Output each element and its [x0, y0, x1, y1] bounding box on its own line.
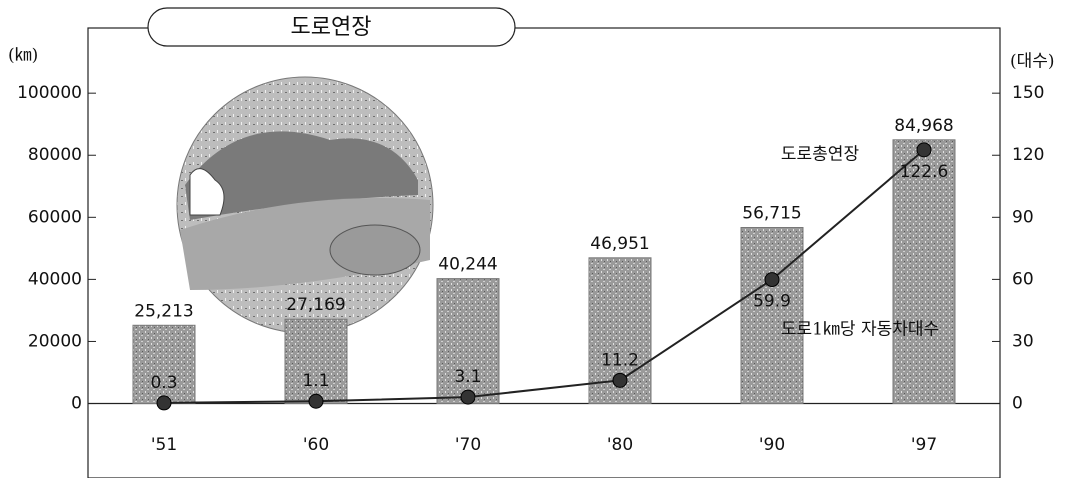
y-tick-label: 60000: [28, 207, 82, 227]
line-point: [916, 142, 932, 158]
x-tick-label: '60: [303, 435, 329, 455]
line-value-label: 122.6: [900, 162, 949, 182]
line: [163, 149, 925, 404]
bar: [436, 278, 500, 405]
bar: [284, 318, 348, 405]
line-value-label: 3.1: [454, 367, 481, 387]
bar-value-label: 56,715: [742, 204, 801, 224]
line-point: [156, 395, 172, 411]
y2-axis-label: (대수): [1010, 52, 1055, 72]
x-tick-label: '90: [759, 435, 785, 455]
bar-value-label: 27,169: [286, 295, 345, 315]
line-point: [308, 393, 324, 409]
plot-frame: [87, 27, 1001, 478]
y2-tick-label: 120: [1012, 145, 1044, 165]
y2-tick-label: 150: [1012, 83, 1044, 103]
y2-tick-label: 0: [1012, 394, 1023, 414]
line-value-label: 59.9: [753, 292, 791, 312]
y-tick-label: 80000: [28, 145, 82, 165]
y-tick-label: 40000: [28, 269, 82, 289]
line-point: [612, 372, 628, 388]
y-tick-label: 20000: [28, 331, 82, 351]
bar-value-label: 40,244: [438, 255, 497, 275]
x-tick-label: '97: [911, 435, 937, 455]
y-axis-label: (㎞): [8, 46, 38, 66]
line-point: [764, 272, 780, 288]
legend-label: 도로총연장: [781, 145, 860, 165]
chart-title: 도로연장: [291, 15, 372, 40]
illustration: [176, 76, 434, 334]
bar-value-label: 84,968: [894, 116, 953, 136]
y-tick-label: 100000: [17, 83, 82, 103]
bar: [132, 324, 196, 405]
bar: [740, 227, 804, 405]
title-box: [147, 7, 516, 47]
line-point: [460, 389, 476, 405]
bar: [892, 139, 956, 405]
y2-tick-label: 90: [1012, 207, 1034, 227]
legend-label: 도로1㎞당 자동차대수: [781, 320, 939, 340]
y2-tick-label: 30: [1012, 331, 1034, 351]
y-tick-label: 0: [71, 394, 82, 414]
bar-value-label: 25,213: [134, 301, 193, 321]
y2-tick-label: 60: [1012, 269, 1034, 289]
x-tick-label: '70: [455, 435, 481, 455]
bar-value-label: 46,951: [590, 234, 649, 254]
x-tick-label: '51: [151, 435, 177, 455]
x-band: [89, 420, 999, 477]
x-tick-label: '80: [607, 435, 633, 455]
line-value-label: 0.3: [150, 373, 177, 393]
line-value-label: 11.2: [601, 350, 639, 370]
line-value-label: 1.1: [302, 371, 329, 391]
